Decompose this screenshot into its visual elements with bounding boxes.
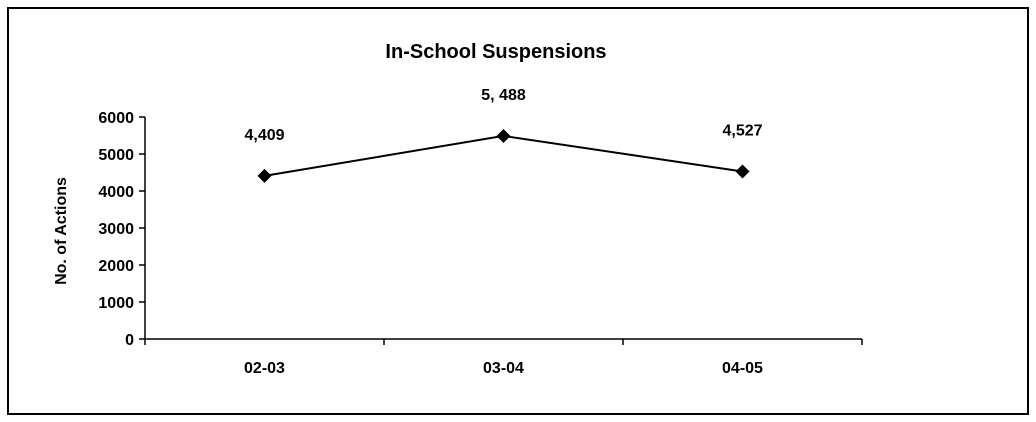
data-label: 4,527	[722, 123, 762, 140]
y-tick-label: 1000	[98, 295, 134, 312]
axes	[139, 116, 863, 345]
data-point-marker	[257, 168, 272, 183]
x-tick-label: 03-04	[483, 360, 524, 377]
data-point-marker	[496, 128, 511, 143]
data-label: 5, 488	[481, 87, 526, 104]
data-point-marker	[735, 164, 750, 179]
y-tick-label: 4000	[98, 184, 134, 201]
y-axis-title: No. of Actions	[53, 177, 70, 285]
y-tick-label: 2000	[98, 258, 134, 275]
x-tick-label: 02-03	[244, 360, 285, 377]
series-group: 4,409 5, 488 4,527	[244, 87, 763, 183]
y-tick-label: 0	[125, 332, 134, 349]
x-tick-label: 04-05	[722, 360, 763, 377]
y-tick-label: 3000	[98, 221, 134, 238]
chart-frame	[7, 7, 1029, 415]
y-tick-label: 6000	[98, 110, 134, 127]
y-tick-label: 5000	[98, 147, 134, 164]
data-label: 4,409	[244, 127, 284, 144]
chart-title: In-School Suspensions	[385, 41, 606, 63]
tick-labels: 0 1000 2000 3000 4000 5000 6000 02-03 03-04 04-05	[98, 110, 763, 377]
